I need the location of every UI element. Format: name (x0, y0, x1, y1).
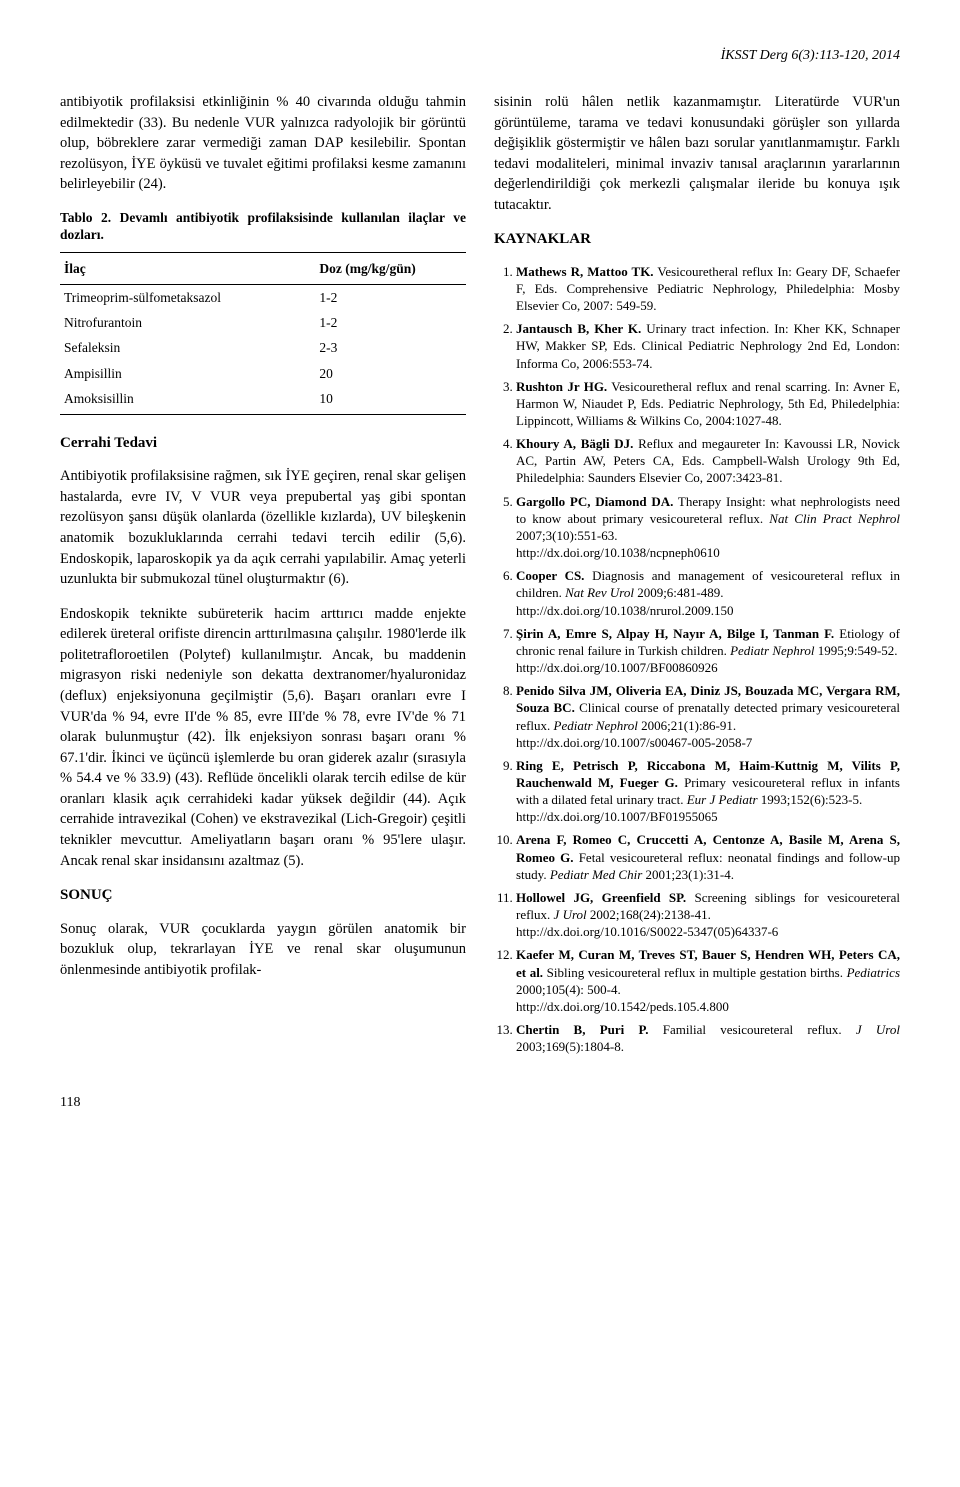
table-header-cell: Doz (mg/kg/gün) (279, 252, 466, 284)
ref-journal: J Urol (554, 907, 587, 922)
ref-doi: http://dx.doi.org/10.1038/ncpneph0610 (516, 545, 720, 560)
paragraph: Antibiyotik profilaksisine rağmen, sık İ… (60, 466, 466, 589)
ref-authors: Rushton Jr HG. (516, 379, 607, 394)
reference-item: Gargollo PC, Diamond DA. Therapy Insight… (516, 493, 900, 562)
page-number: 118 (60, 1095, 900, 1111)
ref-journal: Pediatr Med Chir (550, 867, 642, 882)
reference-item: Arena F, Romeo C, Cruccetti A, Centonze … (516, 831, 900, 882)
ref-journal: J Urol (856, 1022, 900, 1037)
paragraph: Sonuç olarak, VUR çocuklarda yaygın görü… (60, 919, 466, 981)
ref-text: Familial vesicoureteral reflux. (648, 1022, 855, 1037)
reference-item: Khoury A, Bägli DJ. Reflux and megaurete… (516, 435, 900, 486)
page-container: İKSST Derg 6(3):113-120, 2014 antibiyoti… (0, 0, 960, 1151)
table-header-row: İlaç Doz (mg/kg/gün) (60, 252, 466, 284)
table-cell: 1-2 (279, 310, 466, 335)
paragraph: antibiyotik profilaksisi etkinliğinin % … (60, 92, 466, 195)
ref-authors: Mathews R, Mattoo TK. (516, 264, 654, 279)
ref-journal: Pediatrics (847, 965, 900, 980)
table-row: Nitrofurantoin 1-2 (60, 310, 466, 335)
ref-authors: Hollowel JG, Greenfield SP. (516, 890, 686, 905)
ref-doi: http://dx.doi.org/10.1007/BF00860926 (516, 660, 718, 675)
section-heading: Cerrahi Tedavi (60, 433, 466, 454)
table-header-cell: İlaç (60, 252, 279, 284)
table-row: Trimeoprim-sülfometaksazol 1-2 (60, 285, 466, 311)
table-cell: Trimeoprim-sülfometaksazol (60, 285, 279, 311)
ref-doi: http://dx.doi.org/10.1016/S0022-5347(05)… (516, 924, 778, 939)
references-list: Mathews R, Mattoo TK. Vesicouretheral re… (494, 263, 900, 1056)
paragraph: Endoskopik teknikte subüreterik hacim ar… (60, 604, 466, 872)
table-cell: 20 (279, 361, 466, 386)
ref-text: 2006;21(1):86-91. (638, 718, 736, 733)
two-column-layout: antibiyotik profilaksisi etkinliğinin % … (60, 92, 900, 1061)
ref-text: 2000;105(4): 500-4. (516, 982, 621, 997)
ref-authors: Gargollo PC, Diamond DA. (516, 494, 673, 509)
table-cell: Sefaleksin (60, 335, 279, 360)
ref-doi: http://dx.doi.org/10.1038/nrurol.2009.15… (516, 603, 734, 618)
reference-item: Penido Silva JM, Oliveria EA, Diniz JS, … (516, 682, 900, 751)
ref-doi: http://dx.doi.org/10.1007/s00467-005-205… (516, 735, 752, 750)
ref-doi: http://dx.doi.org/10.1542/peds.105.4.800 (516, 999, 729, 1014)
ref-text: 2002;168(24):2138-41. (587, 907, 711, 922)
table-cell: 1-2 (279, 285, 466, 311)
ref-text: 1995;9:549-52. (814, 643, 897, 658)
table-cell: Ampisillin (60, 361, 279, 386)
references-heading: KAYNAKLAR (494, 229, 900, 250)
reference-item: Ring E, Petrisch P, Riccabona M, Haim-Ku… (516, 757, 900, 826)
ref-authors: Cooper CS. (516, 568, 584, 583)
ref-journal: Pediatr Nephrol (730, 643, 814, 658)
ref-doi: http://dx.doi.org/10.1007/BF01955065 (516, 809, 718, 824)
section-heading: SONUÇ (60, 885, 466, 906)
reference-item: Hollowel JG, Greenfield SP. Screening si… (516, 889, 900, 940)
table-row: Amoksisillin 10 (60, 386, 466, 415)
ref-authors: Chertin B, Puri P. (516, 1022, 648, 1037)
table-cell: Nitrofurantoin (60, 310, 279, 335)
reference-item: Jantausch B, Kher K. Urinary tract infec… (516, 320, 900, 371)
table-cell: Amoksisillin (60, 386, 279, 415)
drug-dose-table: İlaç Doz (mg/kg/gün) Trimeoprim-sülfomet… (60, 252, 466, 415)
reference-item: Chertin B, Puri P. Familial vesicoureter… (516, 1021, 900, 1055)
table-caption: Tablo 2. Devamlı antibiyotik profilaksis… (60, 209, 466, 244)
ref-authors: Jantausch B, Kher K. (516, 321, 641, 336)
ref-authors: Khoury A, Bägli DJ. (516, 436, 633, 451)
paragraph: sisinin rolü hâlen netlik kazanmamıştır.… (494, 92, 900, 215)
ref-journal: Eur J Pediatr (687, 792, 758, 807)
reference-item: Şirin A, Emre S, Alpay H, Nayır A, Bilge… (516, 625, 900, 676)
running-head: İKSST Derg 6(3):113-120, 2014 (60, 48, 900, 64)
ref-text: 2003;169(5):1804-8. (516, 1039, 624, 1054)
ref-journal: Nat Clin Pract Nephrol (769, 511, 900, 526)
reference-item: Rushton Jr HG. Vesicouretheral reflux an… (516, 378, 900, 429)
table-row: Sefaleksin 2-3 (60, 335, 466, 360)
ref-text: 2007;3(10):551-63. (516, 528, 617, 543)
ref-text: Sibling vesicoureteral reflux in multipl… (543, 965, 847, 980)
reference-item: Cooper CS. Diagnosis and management of v… (516, 567, 900, 618)
ref-text: 1993;152(6):523-5. (758, 792, 863, 807)
ref-text: 2001;23(1):31-4. (642, 867, 734, 882)
ref-authors: Şirin A, Emre S, Alpay H, Nayır A, Bilge… (516, 626, 834, 641)
left-column: antibiyotik profilaksisi etkinliğinin % … (60, 92, 466, 1061)
right-column: sisinin rolü hâlen netlik kazanmamıştır.… (494, 92, 900, 1061)
ref-text: 2009;6:481-489. (634, 585, 724, 600)
ref-journal: Nat Rev Urol (565, 585, 634, 600)
table-row: Ampisillin 20 (60, 361, 466, 386)
table-cell: 10 (279, 386, 466, 415)
table-cell: 2-3 (279, 335, 466, 360)
reference-item: Kaefer M, Curan M, Treves ST, Bauer S, H… (516, 946, 900, 1015)
ref-journal: Pediatr Nephrol (554, 718, 638, 733)
reference-item: Mathews R, Mattoo TK. Vesicouretheral re… (516, 263, 900, 314)
